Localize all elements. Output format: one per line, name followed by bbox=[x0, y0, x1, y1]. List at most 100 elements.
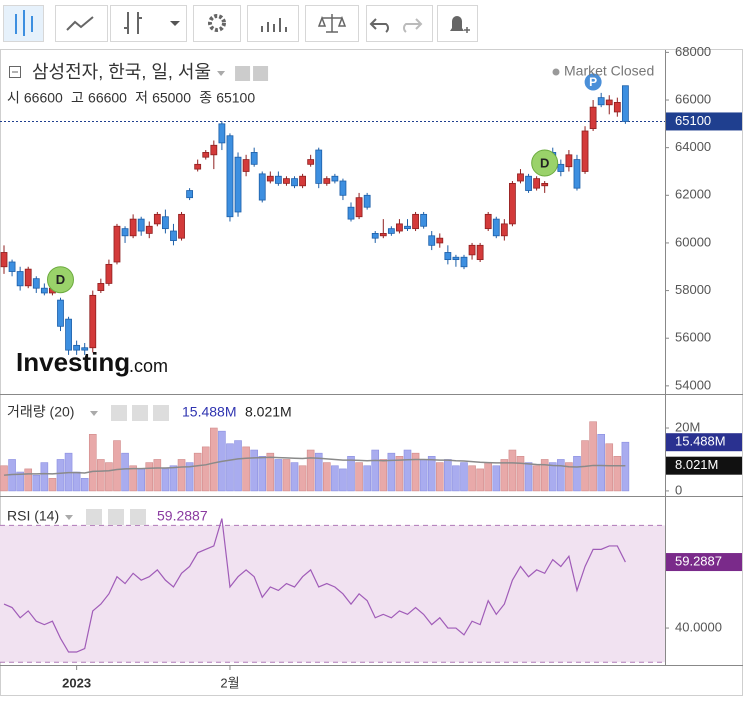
ohlc-label: 시 bbox=[7, 90, 20, 106]
price-tick-label: 60000 bbox=[675, 234, 711, 249]
event-marker bbox=[46, 266, 74, 294]
volume-bar bbox=[419, 459, 428, 492]
volume-title: 거래량 (20) bbox=[7, 404, 74, 420]
volume-bar bbox=[88, 434, 97, 492]
volume-bar bbox=[266, 452, 275, 492]
candle-body bbox=[363, 194, 371, 208]
market-status: Market Closed bbox=[564, 63, 654, 79]
collapse-icon[interactable] bbox=[9, 66, 21, 78]
ohlc-header: 시 66600 고 66600 저 65000 종 65100 bbox=[7, 90, 255, 106]
candle-body bbox=[517, 173, 524, 182]
volume-bar bbox=[411, 452, 420, 492]
candle-body bbox=[89, 294, 97, 349]
toolbar bbox=[3, 5, 478, 42]
volume-bar bbox=[363, 465, 371, 492]
volume-bar bbox=[40, 462, 49, 492]
settings-button[interactable] bbox=[193, 5, 241, 42]
candle-body bbox=[65, 318, 72, 351]
volume-bar bbox=[322, 462, 331, 492]
rsi-title: RSI (14) bbox=[7, 508, 59, 524]
studies-button[interactable] bbox=[247, 5, 299, 42]
indicator-button[interactable] bbox=[55, 5, 108, 42]
candle-body bbox=[468, 244, 476, 256]
volume-bar bbox=[427, 456, 436, 492]
candle-body bbox=[24, 268, 32, 287]
volume-bar bbox=[16, 471, 24, 492]
candle-body bbox=[283, 178, 290, 184]
x-tick-label: 2023 bbox=[62, 675, 91, 690]
volume-bar bbox=[226, 443, 234, 492]
volume-bar bbox=[621, 441, 630, 492]
watermark-suffix: .com bbox=[129, 356, 168, 376]
watermark: Investing .com bbox=[16, 347, 168, 377]
candle-body bbox=[412, 213, 419, 230]
volume-bar bbox=[339, 468, 347, 492]
candle-body bbox=[331, 175, 339, 182]
ohlc-label: 저 bbox=[135, 90, 148, 106]
candle-body bbox=[218, 123, 226, 144]
volume-bar bbox=[290, 462, 299, 492]
price-tick-label: 54000 bbox=[675, 377, 711, 392]
ohlc-value: 65100 bbox=[216, 90, 255, 106]
candle-body bbox=[32, 278, 40, 289]
volume-bar bbox=[460, 462, 468, 492]
candle-body bbox=[226, 135, 234, 218]
candle-body bbox=[484, 213, 492, 230]
candle-body bbox=[202, 152, 210, 158]
volume-bar bbox=[72, 471, 81, 492]
volume-ma-last-label-box bbox=[666, 456, 742, 475]
volume-bar bbox=[80, 478, 89, 492]
candle-body bbox=[387, 228, 395, 234]
candle-body bbox=[121, 228, 129, 237]
rsi-legend-value: 59.2887 bbox=[157, 508, 208, 524]
volume-bar bbox=[613, 456, 622, 492]
dropdown-arrow[interactable] bbox=[170, 21, 180, 26]
rsi-tick-label: 40.0000 bbox=[675, 619, 722, 634]
volume-bar bbox=[32, 474, 41, 492]
volume-bar bbox=[298, 465, 307, 492]
candle-body bbox=[355, 197, 363, 218]
price-tick-label: 64000 bbox=[675, 139, 711, 154]
candle-body bbox=[137, 218, 145, 232]
volume-bar bbox=[605, 443, 614, 492]
volume-bar bbox=[435, 462, 444, 492]
candle-body bbox=[404, 225, 411, 230]
volume-bar bbox=[516, 456, 525, 492]
volume-bar bbox=[597, 434, 605, 492]
volume-bar bbox=[355, 462, 363, 492]
candle-body bbox=[460, 256, 468, 268]
chart-title: 삼성전자, 한국, 일, 서울 bbox=[32, 62, 211, 82]
volume-bar bbox=[548, 462, 557, 492]
candle-body bbox=[589, 106, 597, 130]
candle-body bbox=[153, 213, 161, 225]
candle-body bbox=[621, 85, 629, 122]
candle-body bbox=[557, 163, 565, 172]
volume-tick-label: 20M bbox=[675, 419, 700, 434]
volume-legend-value: 15.488M bbox=[182, 404, 236, 420]
volume-bar bbox=[185, 462, 194, 492]
rsi-last-label-box bbox=[666, 553, 742, 572]
volume-bar bbox=[589, 421, 597, 492]
candle-body bbox=[81, 347, 89, 351]
volume-bar bbox=[565, 462, 573, 492]
volume-bar bbox=[242, 446, 250, 492]
legend-icons[interactable] bbox=[235, 66, 269, 81]
watermark-main: Investing bbox=[16, 347, 130, 377]
candle-body bbox=[371, 233, 379, 239]
ohlc-value: 65000 bbox=[152, 90, 191, 106]
volume-bar bbox=[153, 459, 162, 492]
candle-body bbox=[307, 159, 315, 165]
volume-bar bbox=[48, 478, 57, 492]
volume-bar bbox=[210, 427, 218, 492]
title-dropdown[interactable] bbox=[217, 71, 226, 76]
candle-body bbox=[476, 244, 484, 261]
candle-body bbox=[266, 175, 274, 182]
volume-bar bbox=[250, 449, 258, 492]
candle-body bbox=[573, 159, 581, 189]
volume-bar bbox=[484, 462, 493, 492]
candle-body bbox=[40, 287, 48, 294]
last-price-label-box bbox=[666, 112, 742, 131]
candle-body bbox=[379, 233, 387, 237]
candle-body bbox=[97, 283, 105, 291]
volume-bar bbox=[177, 459, 186, 492]
